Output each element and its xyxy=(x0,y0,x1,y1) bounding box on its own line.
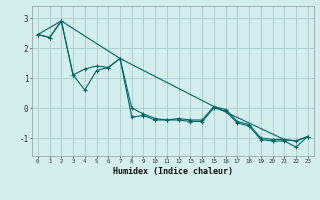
X-axis label: Humidex (Indice chaleur): Humidex (Indice chaleur) xyxy=(113,167,233,176)
